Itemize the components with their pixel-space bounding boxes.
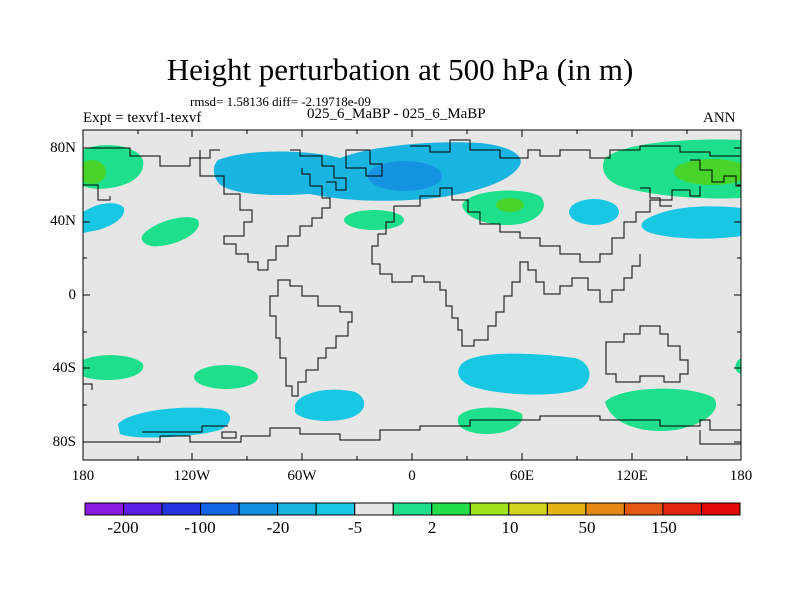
colorbar-box xyxy=(623,502,664,516)
colorbar-label: -20 xyxy=(266,518,290,537)
colorbar-label: 2 xyxy=(427,518,437,537)
colorbar-label: 10 xyxy=(501,518,519,537)
stats-line: rmsd= 1.58136 diff= -2.19718e-09 xyxy=(190,94,371,109)
center-subtitle: 025_6_MaBP - 025_6_MaBP xyxy=(307,106,486,122)
colorbar-label: 50 xyxy=(578,518,596,537)
lon-label-180w: 180 xyxy=(71,468,95,484)
colorbar-box xyxy=(431,502,471,516)
colorbar-box xyxy=(392,502,433,516)
lon-label-180e: 180 xyxy=(729,468,753,484)
colorbar-box xyxy=(238,502,279,516)
left-subtitle: Expt = texvf1-texvf xyxy=(83,110,202,126)
colorbar-box xyxy=(508,502,548,516)
southwest-pacific-positive-anomaly xyxy=(83,355,144,380)
south-pacific-positive-anomaly xyxy=(194,365,258,389)
colorbar-box xyxy=(662,502,702,516)
south-africa-positive-anomaly xyxy=(457,407,523,434)
lon-label-120w: 120W xyxy=(173,468,211,484)
central-asia-negative-anomaly xyxy=(569,199,619,225)
colorbar-box xyxy=(315,502,356,516)
north-america-positive-anomaly xyxy=(344,210,404,230)
colorbar-box xyxy=(123,502,163,516)
south-indian-negative-anomaly xyxy=(458,353,590,395)
europe-positive-core xyxy=(496,198,524,212)
lat-label-40n: 40N xyxy=(50,213,76,229)
lon-label-60w: 60W xyxy=(287,468,317,484)
anomaly-contours xyxy=(83,139,741,445)
lat-label-80s: 80S xyxy=(52,434,76,450)
coastlines xyxy=(83,139,741,445)
lon-label-120e: 120E xyxy=(616,468,648,484)
plot-title: Height perturbation at 500 hPa (in m) xyxy=(166,52,634,87)
axis-ticks xyxy=(83,130,741,460)
lon-label-60e: 60E xyxy=(509,468,535,484)
colorbar-box xyxy=(700,502,741,516)
colorbar-box xyxy=(277,502,317,516)
right-subtitle: ANN xyxy=(703,110,736,126)
north-atlantic-negative-anomaly xyxy=(83,203,125,233)
north-pacific-negative-anomaly xyxy=(213,142,521,201)
colorbar-box xyxy=(546,502,587,516)
north-atlantic-positive-core xyxy=(83,160,106,184)
colorbar-label: 150 xyxy=(651,518,677,537)
colorbar xyxy=(84,502,741,516)
west-pacific-positive-anomaly xyxy=(141,217,200,247)
south-atlantic-negative-anomaly xyxy=(295,389,365,421)
eurasia-negative-core xyxy=(368,161,442,191)
colorbar-label: -5 xyxy=(347,518,363,537)
southeast-pacific-edge-positive-anomaly xyxy=(735,358,741,374)
colorbar-box xyxy=(200,502,240,516)
lat-label-80n: 80N xyxy=(50,140,76,156)
lat-label-40s: 40S xyxy=(52,360,76,376)
colorbar-label: -100 xyxy=(184,518,216,537)
colorbar-box xyxy=(84,502,125,516)
lon-label-0: 0 xyxy=(408,468,416,484)
colorbar-box xyxy=(161,502,202,516)
colorbar-box xyxy=(469,502,510,516)
colorbar-box xyxy=(585,502,625,516)
east-pacific-negative-anomaly xyxy=(641,206,741,239)
lat-label-0: 0 xyxy=(68,287,77,303)
colorbar-label: -200 xyxy=(107,518,139,537)
colorbar-box xyxy=(354,502,394,516)
